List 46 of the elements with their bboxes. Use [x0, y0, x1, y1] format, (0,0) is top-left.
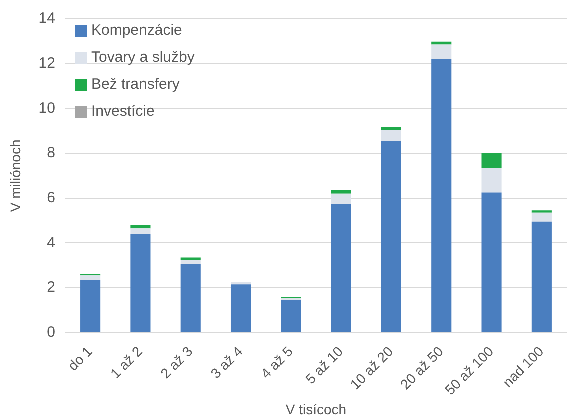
bar: [482, 192, 502, 332]
bar: [331, 194, 352, 204]
bar: [130, 228, 151, 234]
x-axis-title: V tisícoch: [286, 401, 347, 418]
x-tick-label: 4 až 5: [258, 343, 296, 382]
bar: [180, 260, 201, 264]
y-axis-title: V miliónoch: [7, 140, 24, 212]
x-tick-label: 10 až 20: [347, 343, 396, 393]
legend-label: Bež transfery: [91, 76, 180, 94]
legend-label: Tovary a služby: [91, 49, 196, 66]
y-tick-label: 8: [47, 144, 56, 162]
bar: [80, 276, 101, 280]
x-tick-label: do 1: [64, 343, 96, 374]
bar: [482, 154, 502, 168]
bar: [532, 222, 552, 332]
bar: [80, 280, 101, 332]
y-tick-label: 6: [47, 189, 56, 206]
x-tick-label: 5 až 10: [302, 343, 346, 388]
y-tick-label: 12: [38, 54, 56, 72]
bar: [331, 190, 352, 194]
legend-label: Investície: [91, 103, 155, 120]
bar: [180, 264, 201, 332]
bar: [432, 59, 452, 332]
bar: [230, 284, 252, 332]
y-tick-label: 2: [47, 279, 56, 296]
x-tick-label: 3 až 4: [208, 343, 246, 382]
y-tick-label: 10: [38, 100, 56, 117]
bar: [130, 225, 151, 229]
y-tick-label: 4: [47, 234, 56, 252]
bar: [432, 44, 452, 60]
y-tick-label: 0: [47, 324, 56, 341]
x-tick-label: 50 až 100: [442, 343, 497, 398]
bar: [381, 141, 402, 332]
bar: [532, 212, 552, 222]
x-tick-label: 1 až 2: [107, 343, 146, 382]
bar: [482, 168, 502, 193]
bar: [381, 130, 402, 142]
bar: [281, 300, 302, 332]
x-tick-label: 2 až 3: [157, 343, 196, 382]
legend-label: Kompenzácie: [91, 22, 182, 40]
bar: [331, 204, 352, 332]
x-tick-label: nad 100: [500, 343, 547, 390]
y-tick-label: 14: [38, 10, 56, 28]
bar: [130, 234, 151, 332]
bar: [381, 127, 402, 130]
bar: [432, 42, 452, 45]
